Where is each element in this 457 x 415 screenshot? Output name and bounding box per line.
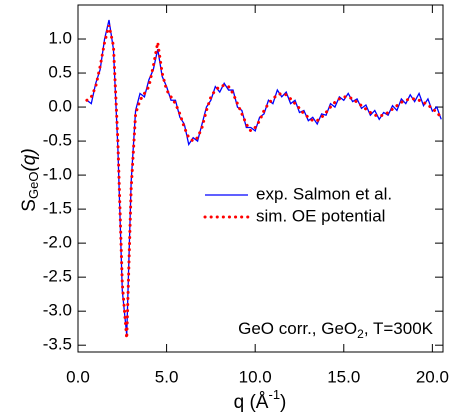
- series-line: [86, 19, 442, 336]
- y-label-sub: GeO: [26, 172, 41, 199]
- y-tick-label: -1.0: [43, 165, 72, 184]
- x-tick-label: 0.0: [66, 367, 90, 386]
- annotation-tail: , T=300K: [364, 319, 434, 338]
- y-tick-label: -2.0: [43, 233, 72, 252]
- x-tick-label: 5.0: [155, 367, 179, 386]
- plot-frame: [77, 4, 444, 353]
- x-label-main: q (Å: [234, 392, 269, 413]
- y-tick-label: 0.5: [48, 63, 72, 82]
- y-tick-label: -0.5: [43, 131, 72, 150]
- x-label-tail: ): [280, 392, 286, 413]
- x-axis-label: q (Å-1): [234, 387, 287, 413]
- y-tick-label: -2.5: [43, 267, 72, 286]
- y-tick-label: 0.0: [48, 97, 72, 116]
- y-tick-label: -3.5: [43, 335, 72, 354]
- x-tick-label: 15.0: [327, 367, 360, 386]
- y-label-main: S: [19, 199, 40, 212]
- x-label-sup: -1: [268, 387, 280, 402]
- y-label-tail: (q): [19, 148, 40, 171]
- x-tick-label: 20.0: [416, 367, 449, 386]
- y-axis-label: SGeO(q): [19, 148, 41, 211]
- annotation: GeO corr., GeO2, T=300K: [238, 319, 434, 341]
- y-tick-label: 1.0: [48, 29, 72, 48]
- series-line: [85, 25, 443, 339]
- y-tick-label: -1.5: [43, 199, 72, 218]
- annotation-sub: 2: [357, 327, 364, 341]
- legend-label: sim. OE potential: [256, 206, 385, 225]
- y-tick-label: -3.0: [43, 301, 72, 320]
- annotation-main: GeO corr., GeO: [238, 319, 357, 338]
- legend-label: exp. Salmon et al.: [256, 184, 392, 203]
- x-tick-label: 10.0: [239, 367, 272, 386]
